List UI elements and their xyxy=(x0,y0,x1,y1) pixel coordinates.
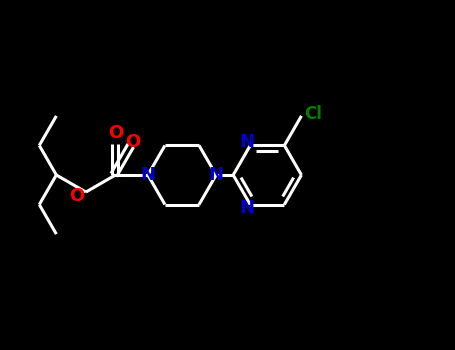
Text: N: N xyxy=(239,133,254,151)
Text: O: O xyxy=(108,124,123,142)
Text: N: N xyxy=(141,166,155,184)
Text: N: N xyxy=(239,199,254,217)
Text: O: O xyxy=(126,133,141,151)
Text: Cl: Cl xyxy=(304,105,322,122)
Text: N: N xyxy=(209,166,223,184)
Text: O: O xyxy=(69,187,85,205)
